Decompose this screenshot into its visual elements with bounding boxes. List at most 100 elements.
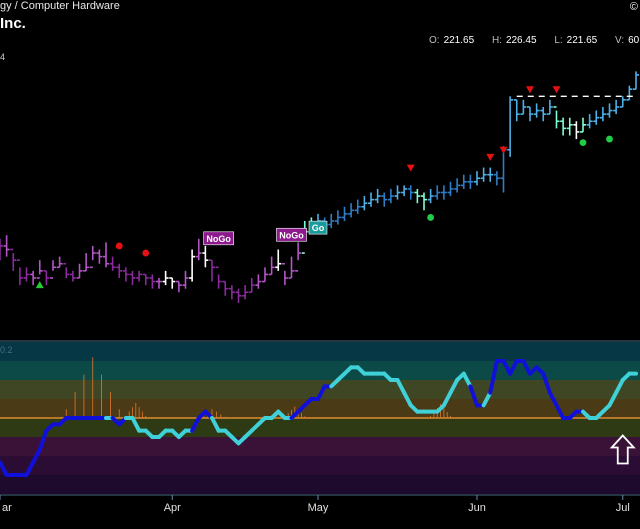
price-bar — [215, 266, 222, 289]
up-arrow-icon — [609, 434, 636, 465]
price-ytick-fragment: 4 — [0, 52, 5, 62]
price-bar — [182, 270, 189, 289]
osc-band-1 — [0, 361, 640, 380]
price-bar — [122, 267, 129, 282]
ohlc-readout: O:221.65 H:226.45 L:221.65 V:60.080m — [429, 35, 640, 46]
volume-value: 60.080m — [628, 35, 640, 46]
price-bar — [513, 99, 520, 122]
trend-label-box — [308, 220, 328, 235]
x-tick-label: ar — [2, 502, 12, 514]
price-bar — [381, 192, 388, 207]
price-bar — [427, 188, 434, 204]
trend-label-text: Go — [312, 223, 325, 233]
price-bar — [507, 96, 514, 157]
price-bar — [613, 99, 620, 115]
price-bar — [175, 280, 182, 293]
signal-triangle-down — [406, 164, 415, 172]
price-bar — [222, 280, 229, 296]
price-bar — [328, 213, 335, 229]
high-value: 226.45 — [505, 35, 537, 46]
signal-triangle-down — [486, 153, 495, 161]
price-bar — [30, 270, 37, 286]
trend-label-box — [203, 231, 234, 246]
price-bar — [10, 248, 17, 271]
price-bar — [447, 181, 454, 197]
osc-segment — [448, 378, 460, 395]
price-bar — [116, 263, 123, 278]
price-bar — [235, 288, 242, 303]
price-bar — [36, 260, 43, 279]
x-tick-label: May — [308, 502, 329, 514]
osc-segment — [190, 416, 201, 433]
price-bar — [580, 117, 586, 133]
signal-dot — [427, 214, 435, 221]
osc-segment — [37, 428, 49, 452]
price-bar — [69, 270, 76, 282]
osc-segment — [210, 416, 221, 433]
price-bar — [474, 171, 480, 186]
price-bar — [103, 242, 109, 268]
price-bar — [162, 270, 169, 286]
x-tick-label: Apr — [164, 502, 181, 514]
osc-band-6 — [0, 456, 640, 475]
osc-segment — [316, 384, 327, 401]
price-bar — [83, 253, 90, 272]
price-bar — [633, 71, 639, 90]
price-bar — [394, 185, 401, 200]
price-bar — [401, 185, 408, 197]
signal-dot — [142, 249, 150, 257]
osc-band-0 — [0, 342, 640, 361]
copyright-mark: © — [629, 1, 638, 13]
signal-triangle-down — [552, 86, 561, 94]
price-bar — [341, 206, 348, 221]
trend-label-text: NoGo — [206, 234, 231, 244]
price-bar — [169, 277, 176, 289]
price-bar — [295, 242, 302, 272]
price-bar — [546, 99, 553, 115]
price-bar — [626, 85, 633, 101]
osc-segment — [554, 403, 566, 420]
header-sector: gy / Computer Hardware — [0, 0, 120, 12]
osc-segment — [481, 390, 493, 408]
price-bar — [487, 167, 494, 182]
price-bar — [407, 185, 414, 200]
osc-segment — [468, 384, 479, 408]
osc-segment — [441, 390, 453, 408]
price-bar — [553, 106, 560, 129]
trend-label: NoGo — [203, 231, 234, 246]
osc-segment — [24, 460, 36, 477]
price-bar — [599, 107, 606, 122]
price-bar — [56, 256, 63, 269]
price-bar — [566, 117, 573, 136]
osc-segment — [521, 359, 532, 376]
signal-dot — [115, 242, 123, 250]
price-bar — [275, 249, 282, 271]
price-bar — [540, 107, 547, 122]
price-bar — [89, 245, 96, 269]
price-bar — [43, 270, 50, 286]
price-bar — [467, 174, 474, 189]
price-bar — [195, 238, 202, 261]
osc-segment — [614, 378, 625, 395]
header-company: Inc. — [0, 15, 26, 32]
price-bar — [96, 249, 103, 264]
price-bar — [109, 256, 116, 271]
osc-segment — [402, 390, 413, 408]
price-bar — [573, 121, 580, 140]
price-bar — [619, 96, 626, 108]
price-bar — [248, 278, 255, 294]
low-key: L: — [554, 35, 563, 46]
price-bar — [586, 114, 593, 129]
price-bar — [460, 174, 467, 189]
price-bar — [434, 185, 441, 200]
price-bar — [493, 171, 500, 186]
price-bar — [189, 249, 196, 282]
price-bar — [361, 196, 368, 211]
price-bar — [374, 188, 381, 204]
osc-band-4 — [0, 418, 640, 437]
price-bar — [50, 260, 56, 279]
price-bar — [0, 238, 3, 261]
trend-label: Go — [308, 220, 328, 235]
price-bar — [348, 203, 355, 218]
